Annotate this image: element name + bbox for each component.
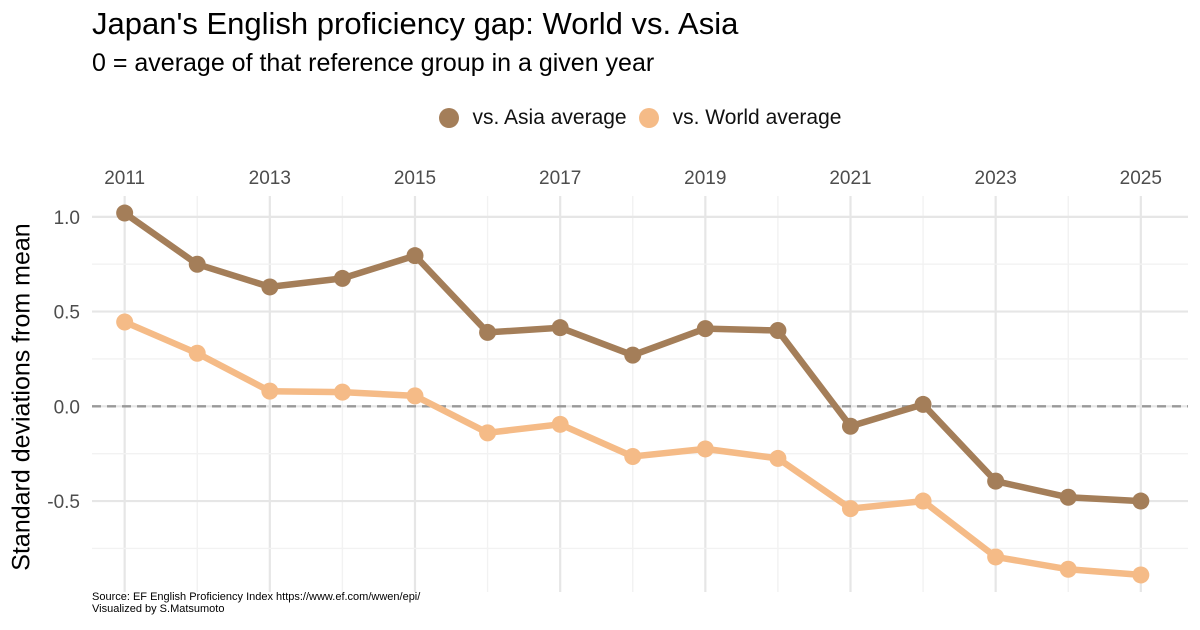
data-point-asia (116, 204, 134, 222)
data-point-world (188, 344, 206, 362)
data-point-world (1132, 566, 1150, 584)
y-tick-label: 1.0 (54, 208, 80, 229)
x-tick-label: 2013 (249, 168, 291, 189)
data-point-world (841, 500, 859, 518)
x-tick-label: 2019 (684, 168, 726, 189)
data-point-world (696, 440, 714, 458)
legend-item-asia: vs. Asia average (438, 106, 627, 130)
data-point-world (769, 449, 787, 467)
data-point-asia (333, 269, 351, 287)
data-point-asia (479, 323, 497, 341)
data-point-asia (406, 247, 424, 265)
legend-key-world (638, 108, 659, 128)
data-point-world (116, 313, 134, 331)
data-point-world (624, 448, 642, 466)
data-point-asia (1132, 492, 1150, 510)
data-point-world (987, 548, 1005, 566)
legend-key-asia (438, 108, 459, 128)
y-tick-label: 0.0 (54, 397, 80, 418)
data-point-asia (624, 346, 642, 364)
data-point-asia (914, 395, 932, 413)
x-tick-label: 2021 (829, 168, 871, 189)
x-tick-label: 2011 (104, 168, 145, 189)
source-note: Source: EF English Proficiency Index htt… (92, 591, 420, 615)
legend-label-world: vs. World average (672, 106, 842, 129)
data-point-asia (551, 319, 569, 337)
data-point-asia (841, 417, 859, 435)
data-point-asia (261, 278, 279, 296)
data-point-asia (769, 322, 787, 340)
y-tick-label: -0.5 (47, 492, 80, 513)
credit-line: Visualized by S.Matsumoto (92, 603, 225, 615)
legend-label-asia: vs. Asia average (472, 106, 627, 129)
data-point-asia (987, 472, 1005, 490)
source-line: Source: EF English Proficiency Index htt… (92, 591, 421, 603)
data-point-world (479, 424, 497, 442)
y-axis-label: Standard deviations from mean (7, 223, 36, 571)
data-point-asia (696, 320, 714, 338)
data-point-world (1059, 560, 1077, 578)
data-point-world (333, 383, 351, 401)
data-point-world (551, 415, 569, 433)
data-point-world (914, 492, 932, 510)
legend: vs. Asia average vs. World average (0, 104, 1200, 132)
x-tick-label: 2017 (539, 168, 581, 189)
legend-item-world: vs. World average (638, 106, 842, 130)
x-tick-label: 2025 (1120, 168, 1162, 189)
data-point-asia (188, 255, 206, 273)
x-tick-label: 2015 (394, 168, 436, 189)
chart-title: Japan's English proficiency gap: World v… (92, 6, 739, 41)
data-point-world (261, 382, 279, 400)
data-point-asia (1059, 488, 1077, 506)
data-point-world (406, 387, 424, 405)
y-tick-label: 0.5 (54, 303, 80, 324)
x-tick-label: 2023 (975, 168, 1017, 189)
chart-subtitle: 0 = average of that reference group in a… (92, 49, 655, 77)
